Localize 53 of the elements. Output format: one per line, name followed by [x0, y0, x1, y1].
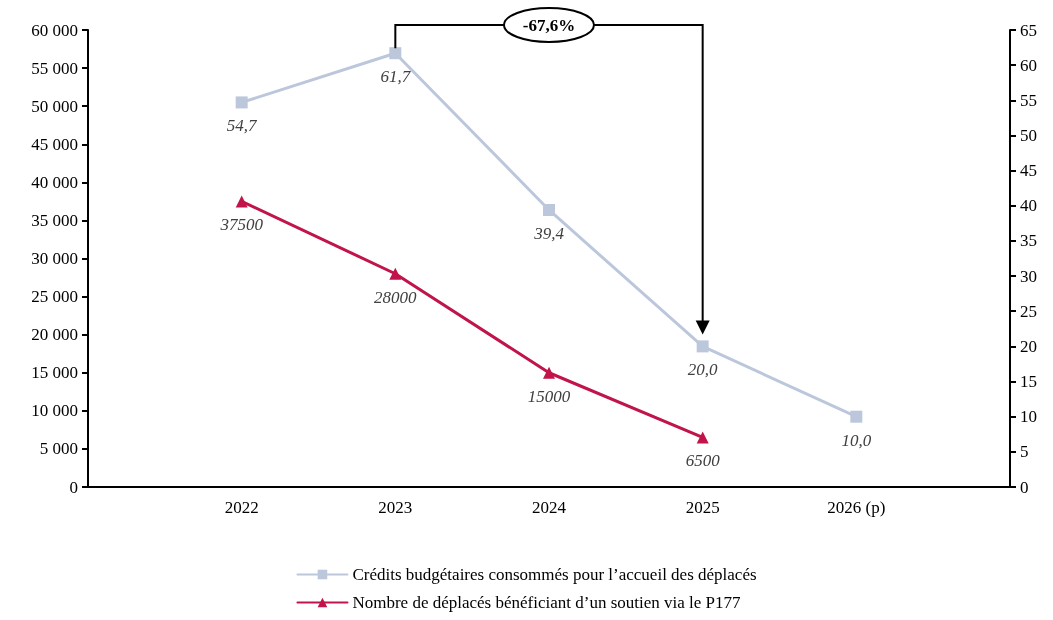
point: [696, 340, 709, 353]
y-tick-label: 10 000: [31, 401, 78, 421]
y2-tick-label: 0: [1020, 477, 1029, 497]
data-label: 61,7: [380, 67, 412, 87]
y2-tick-label: 5: [1020, 442, 1029, 462]
y2-tick-label: 15: [1020, 372, 1037, 392]
y-tick-label: 35 000: [31, 210, 78, 230]
y2-tick-label: 45: [1020, 161, 1037, 181]
y-tick-label: 5 000: [39, 439, 78, 459]
annotation: -67,6%: [522, 16, 576, 35]
point: [235, 195, 248, 208]
x-tick-label: 2025: [685, 498, 720, 517]
data-label: 15000: [527, 386, 571, 406]
x-tick-label: 2023: [378, 498, 413, 517]
y2-tick-label: 20: [1020, 336, 1037, 356]
point: [696, 431, 709, 444]
point: [389, 47, 402, 60]
data-label: 6500: [685, 451, 721, 471]
point: [543, 366, 555, 379]
y2-tick-label: 40: [1020, 196, 1037, 216]
data-label: 20,0: [687, 360, 719, 380]
legend-label: Nombre de déplacés bénéficiant d’un soutien via le P177: [352, 593, 741, 612]
y2-tick-label: 35: [1020, 231, 1037, 251]
y-tick-label: 30 000: [31, 249, 78, 268]
x-tick-label: 2024: [532, 498, 567, 517]
y2-tick-label: 55: [1020, 90, 1037, 110]
y-tick-label: 0: [69, 477, 78, 497]
y-tick-label: 15 000: [31, 363, 78, 383]
data-label: 28000: [374, 287, 418, 307]
x-tick-label: 2026 (p): [827, 498, 886, 517]
data-label: 54,7: [226, 116, 259, 136]
point: [850, 410, 863, 423]
y2-tick-label: 50: [1020, 125, 1037, 145]
point: [389, 267, 402, 280]
y2-tick-label: 25: [1020, 301, 1037, 321]
data-label: 39,4: [533, 223, 565, 243]
y-tick-label: 25 000: [31, 287, 78, 307]
data-label: 10,0: [841, 430, 872, 450]
y-tick-label: 20 000: [31, 325, 78, 345]
y-tick-label: 60 000: [31, 20, 78, 40]
legend-label: Crédits budgétaires consommés pour l’accueil des déplacés: [352, 565, 757, 584]
x-tick-label: 2022: [224, 498, 259, 517]
y2-tick-label: 10: [1020, 407, 1037, 427]
y-tick-label: 50 000: [31, 96, 78, 116]
point: [235, 96, 248, 109]
y-tick-label: 40 000: [31, 172, 78, 192]
y-tick-label: 45 000: [31, 134, 78, 154]
data-label: 37500: [219, 215, 264, 235]
y-tick-label: 55 000: [31, 58, 78, 78]
y2-tick-label: 30: [1020, 266, 1037, 286]
point: [543, 203, 555, 216]
y2-tick-label: 60: [1020, 55, 1037, 75]
y2-tick-label: 65: [1020, 20, 1037, 40]
